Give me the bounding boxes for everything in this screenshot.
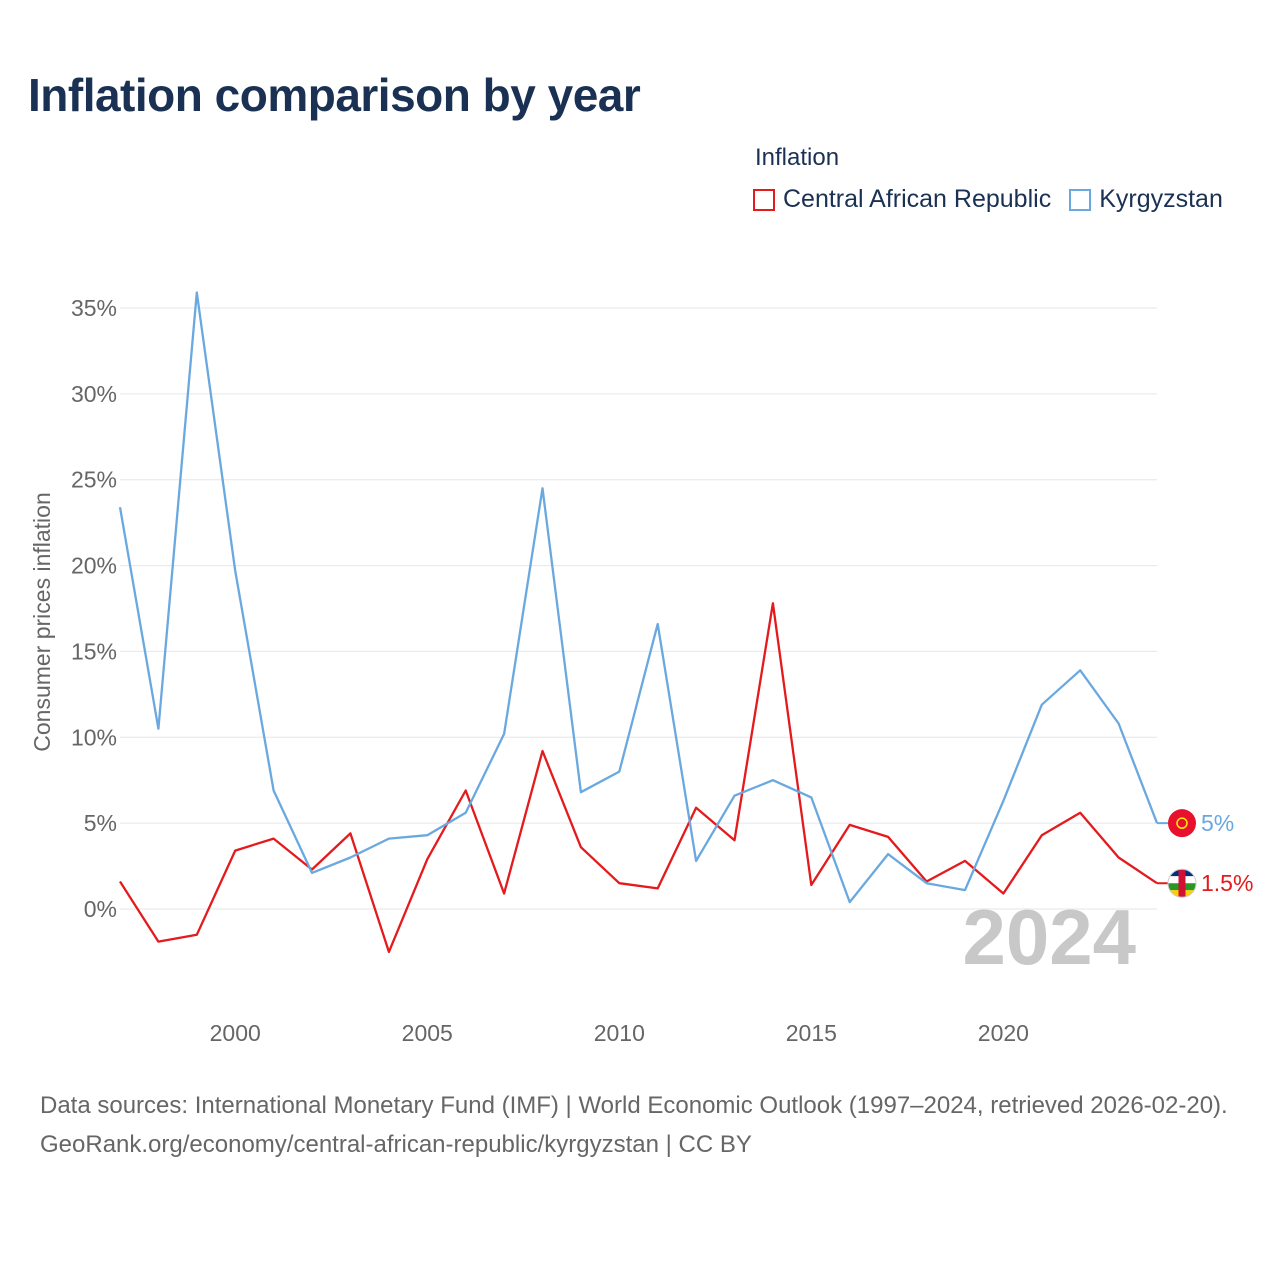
y-axis-ticks: 0% 5% 10% 15% 20% 25% 30% 35%: [71, 295, 117, 922]
legend: Central African Republic Kyrgyzstan: [753, 185, 1223, 214]
end-value-label-kyrgyzstan: 5%: [1201, 810, 1234, 836]
x-tick-label: 2015: [786, 1020, 837, 1046]
y-tick-label: 0%: [84, 896, 117, 922]
y-tick-label: 20%: [71, 553, 117, 579]
legend-item-kyrgyzstan[interactable]: Kyrgyzstan: [1069, 185, 1223, 214]
series-lines: [118, 291, 1159, 954]
x-tick-label: 2020: [978, 1020, 1029, 1046]
gridlines: [120, 307, 1157, 910]
y-tick-label: 30%: [71, 381, 117, 407]
y-tick-label: 15%: [71, 638, 117, 664]
line-chart: 0%5%10%15%20%25%30%35% 2000 2005 2010 2015 2…: [29, 291, 1253, 1046]
x-tick-label: 2005: [402, 1020, 453, 1046]
legend-swatch-central-african-republic: [753, 188, 775, 211]
y-tick-label: 10%: [71, 724, 117, 750]
x-tick-label: 2000: [210, 1020, 261, 1046]
source-link[interactable]: GeoRank.org/economy/central-african-repu…: [40, 1131, 752, 1158]
legend-swatch-kyrgyzstan: [1069, 188, 1092, 211]
chart-title: Inflation comparison by year: [28, 69, 641, 121]
year-watermark: 2024: [962, 893, 1136, 981]
end-value-label-central-african-republic: 1.5%: [1201, 870, 1253, 896]
x-tick-label: 2010: [594, 1020, 645, 1046]
legend-item-central-african-republic[interactable]: Central African Republic: [753, 185, 1051, 214]
y-tick-label: 5%: [84, 810, 117, 836]
footer: Data sources: International Monetary Fun…: [40, 1086, 1250, 1164]
flag-icon-central-african-republic: [1167, 868, 1197, 898]
series-line-central-african-republic: [119, 602, 1158, 954]
legend-label-central-african-republic: Central African Republic: [783, 185, 1052, 213]
flag-icon-kyrgyzstan: [1168, 809, 1196, 838]
legend-label-kyrgyzstan: Kyrgyzstan: [1099, 185, 1223, 213]
end-markers: 1.5% 5%: [1157, 809, 1253, 898]
data-sources: Data sources: International Monetary Fun…: [40, 1092, 1228, 1119]
x-axis-ticks: 2000 2005 2010 2015 2020: [210, 1020, 1029, 1046]
y-tick-label: 35%: [71, 295, 117, 321]
y-tick-label: 25%: [71, 467, 117, 493]
y-axis-label: Consumer prices inflation: [29, 492, 55, 752]
legend-title: Inflation: [755, 144, 840, 171]
series-line-kyrgyzstan: [118, 291, 1159, 904]
